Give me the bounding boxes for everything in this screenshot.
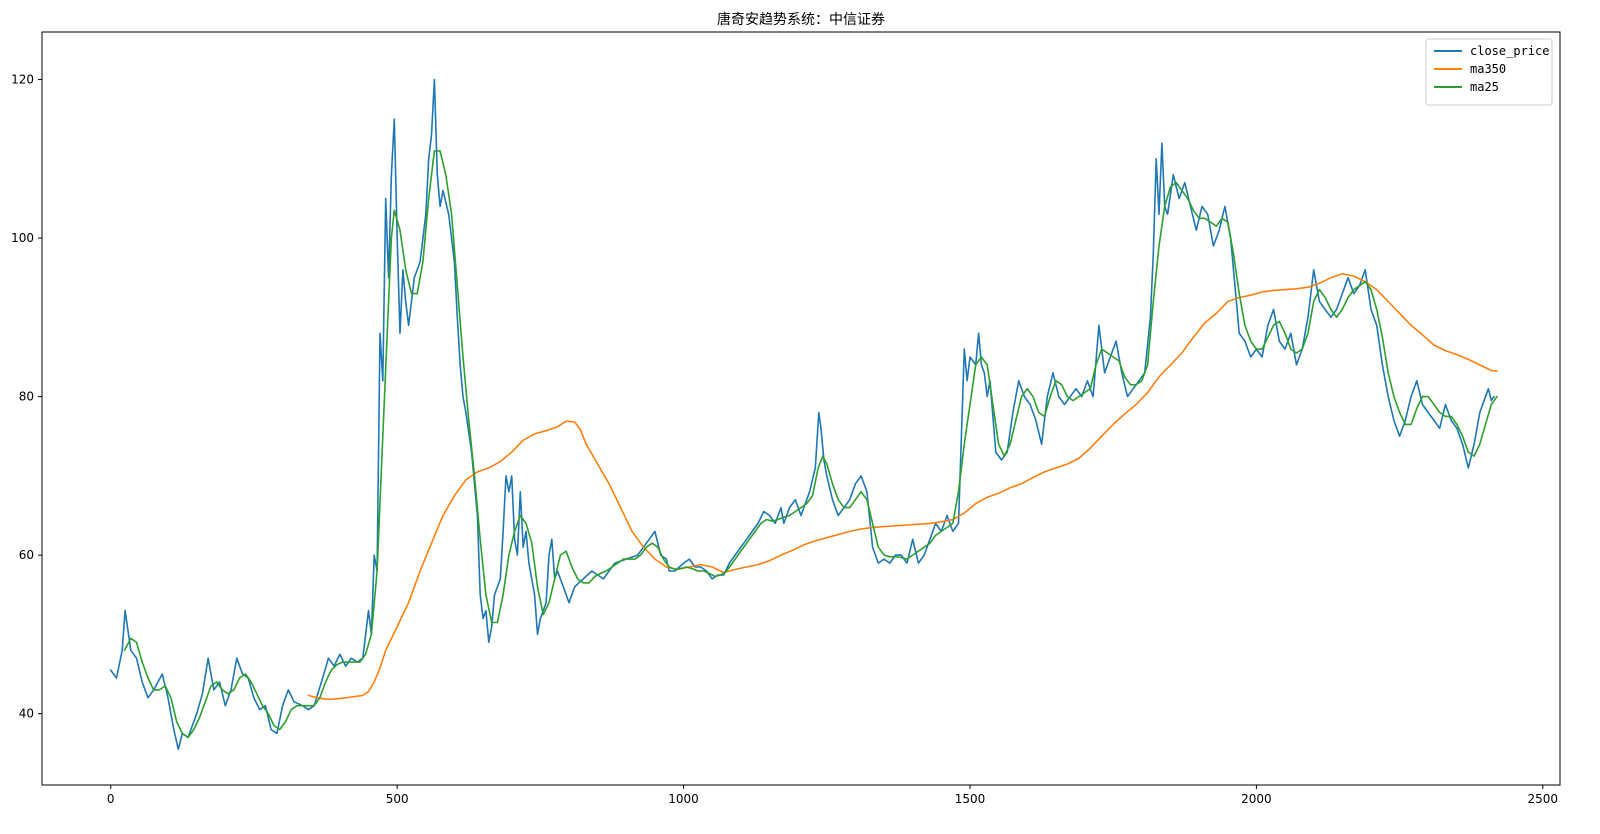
legend-box bbox=[1425, 38, 1553, 106]
series-line-close_price bbox=[109, 78, 1495, 751]
plot-area-frame bbox=[41, 31, 1561, 786]
x-tick-label: 1500 bbox=[955, 792, 986, 806]
x-tick-label: 2500 bbox=[1528, 792, 1559, 806]
legend-label-ma25: ma25 bbox=[1470, 80, 1499, 94]
x-tick-label: 500 bbox=[386, 792, 409, 806]
x-axis: 0 500 1000 1500 2000 2500 bbox=[107, 785, 1558, 806]
y-tick-label: 100 bbox=[11, 231, 34, 245]
x-tick-label: 2000 bbox=[1241, 792, 1272, 806]
legend-label-ma350: ma350 bbox=[1470, 62, 1506, 76]
legend-label-close_price: close_price bbox=[1470, 44, 1549, 58]
x-tick-label: 1000 bbox=[668, 792, 699, 806]
legend: close_price ma350 ma25 bbox=[1425, 38, 1553, 106]
y-axis: 40 60 80 100 120 bbox=[11, 73, 42, 721]
series-line-ma350 bbox=[307, 273, 1498, 701]
chart-title: 唐奇安趋势系统：中信证券 bbox=[717, 11, 885, 28]
y-tick-label: 40 bbox=[19, 707, 34, 721]
x-tick-label: 0 bbox=[107, 792, 115, 806]
y-tick-label: 80 bbox=[19, 390, 34, 404]
series-line-ma25 bbox=[123, 150, 1498, 739]
y-tick-label: 120 bbox=[11, 73, 34, 87]
series-layer bbox=[109, 78, 1498, 751]
y-tick-label: 60 bbox=[19, 548, 34, 562]
